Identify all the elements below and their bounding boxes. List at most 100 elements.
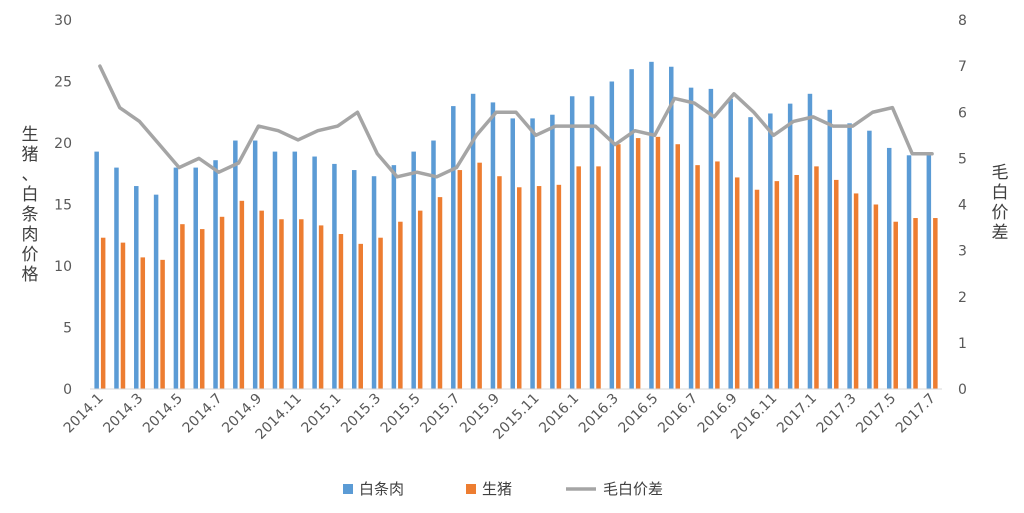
x-tick-label: 2014.7 bbox=[180, 391, 226, 437]
bar-white-meat bbox=[550, 115, 555, 389]
x-tick-label: 2015.7 bbox=[417, 391, 463, 437]
x-tick-label: 2016.3 bbox=[576, 391, 622, 437]
right-tick-label: 7 bbox=[958, 59, 967, 75]
bar-white-meat bbox=[134, 186, 139, 389]
left-tick-label: 5 bbox=[63, 321, 72, 337]
left-axis-title-char: 格 bbox=[22, 265, 39, 285]
bar-live-hog bbox=[913, 218, 918, 389]
bar-live-hog bbox=[695, 165, 700, 389]
left-axis-title-char: 生 bbox=[22, 125, 39, 145]
right-axis-title-char: 价 bbox=[992, 203, 1009, 223]
left-tick-label: 10 bbox=[54, 259, 72, 275]
bar-white-meat bbox=[154, 195, 159, 389]
bar-live-hog bbox=[319, 225, 324, 389]
bar-white-meat bbox=[352, 170, 357, 389]
bar-live-hog bbox=[933, 218, 938, 389]
right-tick-label: 6 bbox=[958, 105, 967, 121]
bar-live-hog bbox=[893, 222, 898, 389]
bar-white-meat bbox=[273, 152, 278, 389]
bar-live-hog bbox=[775, 181, 780, 389]
right-tick-label: 8 bbox=[958, 13, 967, 29]
bar-live-hog bbox=[418, 211, 423, 389]
x-axis: 2014.12014.32014.52014.72014.92014.11201… bbox=[61, 389, 942, 443]
bar-white-meat bbox=[193, 168, 198, 389]
legend-swatch-white-meat bbox=[343, 484, 353, 494]
bar-live-hog bbox=[656, 137, 661, 389]
bar-white-meat bbox=[847, 123, 852, 389]
right-axis-title-char: 毛 bbox=[992, 163, 1009, 183]
right-tick-label: 1 bbox=[958, 336, 967, 352]
x-tick-label: 2015.3 bbox=[338, 391, 384, 437]
bar-live-hog bbox=[477, 163, 482, 389]
left-axis-title-char: 、 bbox=[22, 165, 39, 185]
left-axis-title-char: 价 bbox=[22, 245, 39, 265]
bar-live-hog bbox=[141, 257, 146, 389]
left-tick-label: 25 bbox=[54, 75, 72, 91]
bar-live-hog bbox=[279, 219, 284, 389]
bar-live-hog bbox=[458, 170, 463, 389]
bar-live-hog bbox=[121, 243, 126, 389]
bar-live-hog bbox=[794, 175, 799, 389]
left-tick-label: 20 bbox=[54, 136, 72, 152]
bar-live-hog bbox=[339, 234, 344, 389]
x-tick-label: 2017.5 bbox=[853, 391, 899, 437]
left-axis-title-char: 猪 bbox=[22, 145, 39, 165]
line-series bbox=[100, 66, 932, 177]
bar-white-meat bbox=[293, 152, 298, 389]
bar-live-hog bbox=[616, 144, 621, 389]
x-tick-label: 2016.1 bbox=[536, 391, 582, 437]
bar-live-hog bbox=[160, 260, 165, 389]
x-tick-label: 2015.1 bbox=[299, 391, 345, 437]
bar-live-hog bbox=[596, 166, 601, 389]
bar-live-hog bbox=[814, 166, 819, 389]
legend-swatch-live-hog bbox=[466, 484, 476, 494]
bar-white-meat bbox=[174, 168, 179, 389]
left-axis-title-char: 肉 bbox=[22, 225, 39, 245]
right-tick-label: 0 bbox=[958, 382, 967, 398]
bar-live-hog bbox=[636, 138, 641, 389]
bar-white-meat bbox=[788, 104, 793, 389]
bar-white-meat bbox=[629, 69, 634, 389]
legend-label-live-hog: 生猪 bbox=[482, 480, 512, 498]
bar-white-meat bbox=[411, 152, 416, 389]
right-tick-label: 4 bbox=[958, 198, 967, 214]
bar-white-meat bbox=[887, 148, 892, 389]
bar-white-meat bbox=[709, 89, 714, 389]
x-tick-label: 2016.5 bbox=[616, 391, 662, 437]
x-tick-label: 2015.5 bbox=[378, 391, 424, 437]
bar-live-hog bbox=[240, 201, 245, 389]
bar-live-hog bbox=[358, 244, 363, 389]
bar-white-meat bbox=[590, 96, 595, 389]
bar-white-meat bbox=[312, 157, 317, 389]
bar-white-meat bbox=[491, 102, 496, 389]
bar-live-hog bbox=[755, 190, 760, 389]
bar-white-meat bbox=[867, 131, 872, 389]
bar-white-meat bbox=[114, 168, 119, 389]
bar-live-hog bbox=[874, 205, 879, 390]
bar-live-hog bbox=[676, 144, 681, 389]
bar-live-hog bbox=[180, 224, 185, 389]
bar-live-hog bbox=[299, 219, 304, 389]
x-tick-label: 2014.5 bbox=[140, 391, 186, 437]
line-spread bbox=[100, 66, 932, 177]
bar-white-meat bbox=[233, 141, 238, 389]
right-tick-label: 5 bbox=[958, 151, 967, 167]
bar-live-hog bbox=[378, 238, 383, 389]
bar-white-meat bbox=[828, 110, 833, 389]
bar-white-meat bbox=[530, 118, 535, 389]
bar-white-meat bbox=[768, 113, 773, 389]
bar-live-hog bbox=[220, 217, 225, 389]
bar-live-hog bbox=[715, 161, 720, 389]
left-axis-title: 生猪、白条肉价格 bbox=[22, 125, 39, 285]
bar-white-meat bbox=[649, 62, 654, 389]
legend-label-spread: 毛白价差 bbox=[603, 480, 663, 498]
x-tick-label: 2017.7 bbox=[893, 391, 939, 437]
right-axis-title-char: 白 bbox=[992, 183, 1009, 203]
bar-white-meat bbox=[451, 106, 456, 389]
bar-white-meat bbox=[94, 152, 99, 389]
bar-white-meat bbox=[610, 82, 615, 390]
bar-white-meat bbox=[511, 118, 516, 389]
x-tick-label: 2016.7 bbox=[655, 391, 701, 437]
right-tick-label: 3 bbox=[958, 244, 967, 260]
